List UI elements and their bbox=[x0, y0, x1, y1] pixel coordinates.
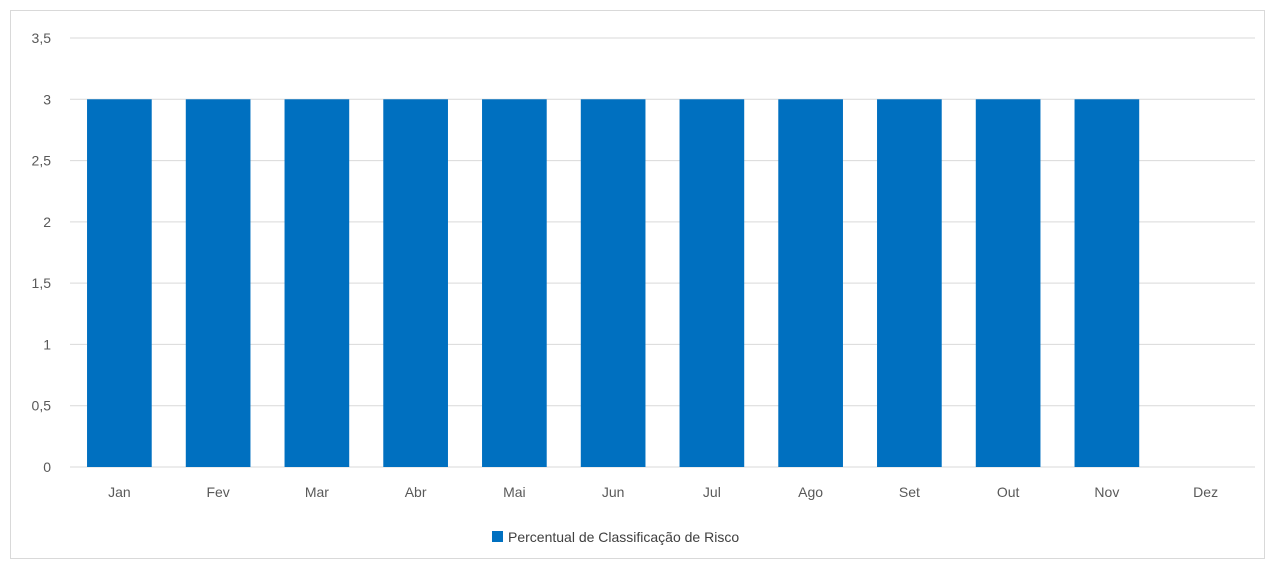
bar-fev bbox=[185, 99, 251, 468]
x-tick-label: Dez bbox=[1193, 484, 1218, 500]
x-tick-label: Jun bbox=[602, 484, 625, 500]
y-tick-label: 2,5 bbox=[32, 153, 52, 169]
bar-mai bbox=[482, 99, 547, 468]
bar-jul bbox=[679, 99, 745, 468]
bars bbox=[87, 99, 1140, 468]
gridlines bbox=[70, 37, 1255, 468]
bar-set bbox=[877, 99, 942, 468]
bar-ago bbox=[778, 99, 843, 468]
bar-jan bbox=[87, 99, 152, 468]
x-tick-label: Jan bbox=[108, 484, 131, 500]
chart-container: 0 0,5 1 1,5 2 2,5 3 3,5 Jan Fev Mar Abr Mai Jun Jul Ag… bbox=[10, 10, 1265, 559]
x-tick-label: Ago bbox=[798, 484, 823, 500]
x-tick-label: Mai bbox=[503, 484, 526, 500]
legend-swatch bbox=[492, 531, 503, 542]
bar-abr bbox=[383, 99, 448, 468]
legend-label: Percentual de Classificação de Risco bbox=[508, 529, 739, 545]
x-tick-label: Jul bbox=[703, 484, 721, 500]
x-axis-tick-labels: Jan Fev Mar Abr Mai Jun Jul Ago Set Out Nov Dez bbox=[108, 484, 1218, 500]
x-tick-label: Abr bbox=[405, 484, 427, 500]
y-tick-label: 0 bbox=[43, 459, 51, 475]
x-tick-label: Nov bbox=[1094, 484, 1119, 500]
x-tick-label: Fev bbox=[206, 484, 229, 500]
x-tick-label: Set bbox=[899, 484, 920, 500]
y-tick-label: 3,5 bbox=[32, 30, 52, 46]
y-tick-label: 0,5 bbox=[32, 398, 52, 414]
bar-chart: 0 0,5 1 1,5 2 2,5 3 3,5 Jan Fev Mar Abr Mai Jun Jul Ag… bbox=[32, 30, 1255, 545]
bar-nov bbox=[1074, 99, 1140, 468]
y-tick-label: 2 bbox=[43, 214, 51, 230]
x-tick-label: Out bbox=[997, 484, 1020, 500]
x-tick-label: Mar bbox=[305, 484, 329, 500]
bar-mar bbox=[284, 99, 350, 468]
bar-out bbox=[975, 99, 1041, 468]
y-tick-label: 3 bbox=[43, 91, 51, 107]
y-tick-label: 1,5 bbox=[32, 275, 52, 291]
y-tick-label: 1 bbox=[43, 336, 51, 352]
bar-jun bbox=[580, 99, 646, 468]
y-axis-tick-labels: 0 0,5 1 1,5 2 2,5 3 3,5 bbox=[32, 30, 52, 475]
legend: Percentual de Classificação de Risco bbox=[492, 529, 739, 545]
